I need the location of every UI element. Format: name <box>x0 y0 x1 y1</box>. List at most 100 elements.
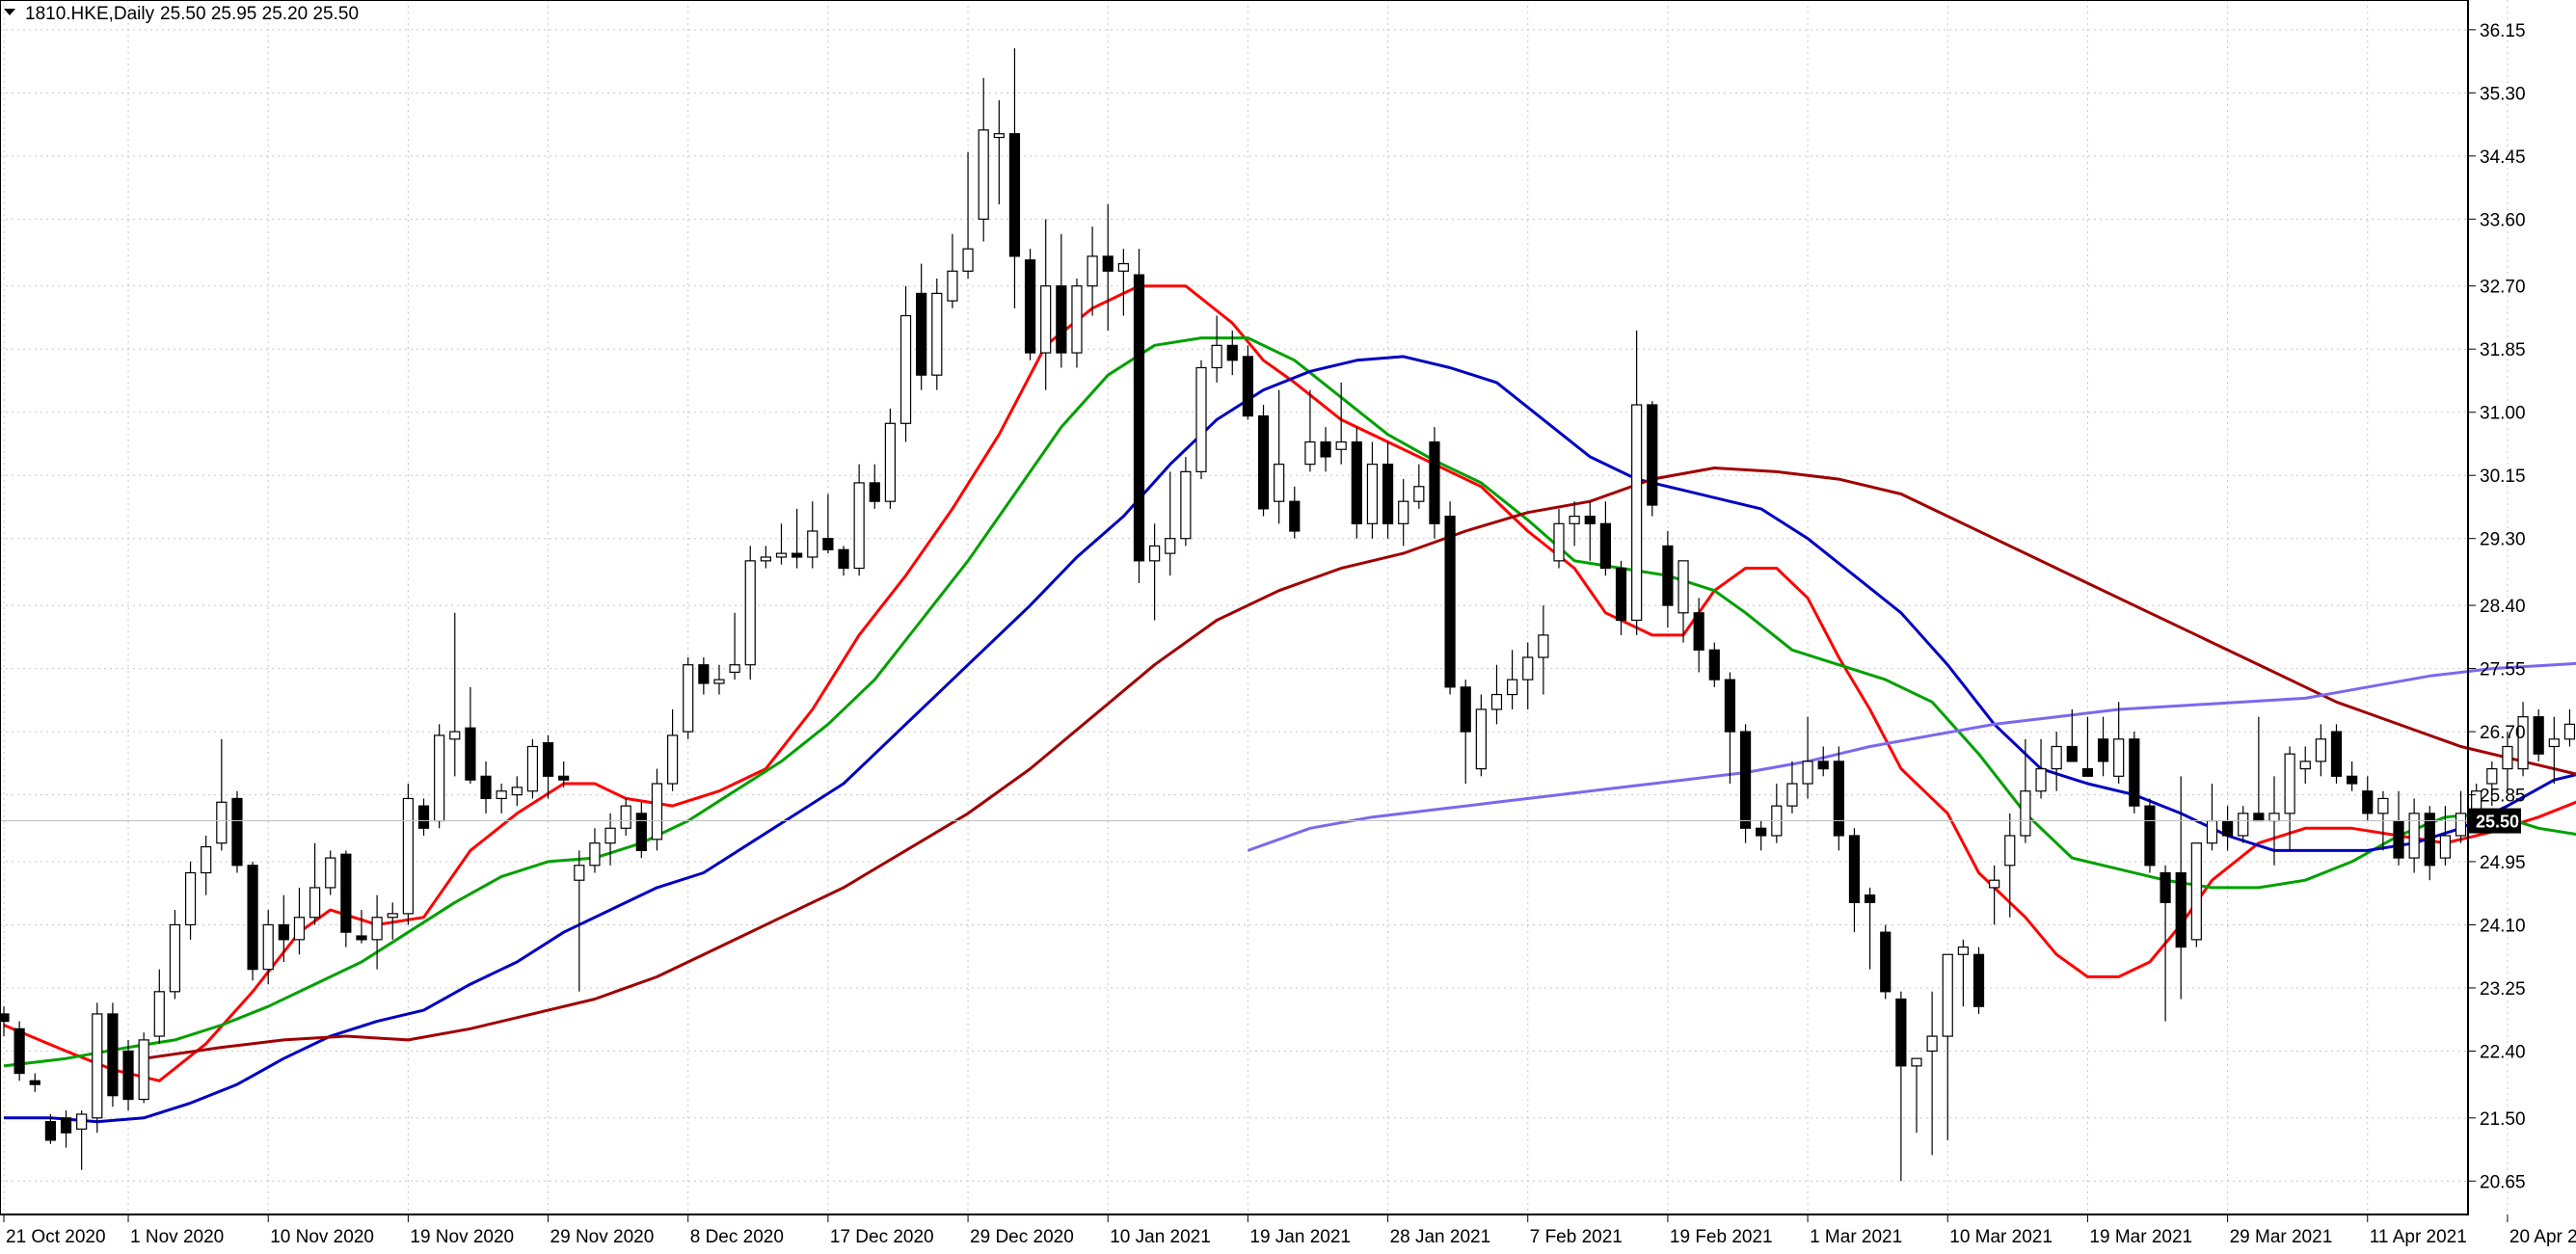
candle[interactable] <box>683 657 694 739</box>
collapse-triangle-icon[interactable] <box>4 9 15 15</box>
candle[interactable] <box>1056 233 1067 368</box>
candle[interactable] <box>1599 501 1611 576</box>
candle[interactable] <box>184 861 197 940</box>
candle[interactable] <box>1693 598 1704 673</box>
candle[interactable] <box>2020 738 2031 843</box>
candle[interactable] <box>2330 724 2343 785</box>
candle[interactable] <box>993 100 1005 204</box>
candle[interactable] <box>2035 738 2047 799</box>
candle[interactable] <box>2284 746 2295 851</box>
candle[interactable] <box>417 798 430 836</box>
candle[interactable] <box>138 1032 149 1104</box>
candle[interactable] <box>1398 479 1409 547</box>
candle[interactable] <box>2051 732 2062 791</box>
candle[interactable] <box>309 842 321 925</box>
candle[interactable] <box>1911 1057 1922 1134</box>
candle[interactable] <box>60 1110 72 1148</box>
candle[interactable] <box>169 910 181 1000</box>
candle[interactable] <box>13 1021 25 1081</box>
candle[interactable] <box>247 861 258 981</box>
candle[interactable] <box>2517 702 2529 777</box>
candle[interactable] <box>449 612 461 777</box>
candle[interactable] <box>29 1073 40 1092</box>
candle[interactable] <box>1553 508 1565 569</box>
candle[interactable] <box>1040 219 1052 390</box>
candle[interactable] <box>869 464 880 509</box>
candle[interactable] <box>1133 249 1145 583</box>
candle[interactable] <box>2548 716 2560 785</box>
candle[interactable] <box>325 850 336 895</box>
candle[interactable] <box>1257 405 1270 517</box>
candle[interactable] <box>1460 680 1471 785</box>
candle[interactable] <box>1647 401 1658 517</box>
candle[interactable] <box>1289 486 1301 539</box>
candle[interactable] <box>511 776 523 807</box>
candle[interactable] <box>201 835 212 895</box>
candle[interactable] <box>884 408 897 509</box>
candle[interactable] <box>465 686 476 785</box>
candle[interactable] <box>340 850 352 947</box>
candle[interactable] <box>1817 746 1829 777</box>
candle[interactable] <box>822 494 834 554</box>
candle[interactable] <box>542 734 554 799</box>
candle[interactable] <box>2408 798 2420 873</box>
candle[interactable] <box>293 887 306 955</box>
candle[interactable] <box>0 1006 10 1037</box>
candle[interactable] <box>620 798 631 836</box>
candle[interactable] <box>402 784 414 925</box>
candle[interactable] <box>807 501 818 569</box>
candle[interactable] <box>1662 531 1674 628</box>
candle[interactable] <box>1802 716 1813 799</box>
candle[interactable] <box>1226 330 1238 376</box>
candle[interactable] <box>574 850 585 992</box>
candle[interactable] <box>278 894 289 962</box>
candle[interactable] <box>2439 806 2452 866</box>
candle[interactable] <box>1708 642 1720 687</box>
candle[interactable] <box>1926 991 1938 1156</box>
candle[interactable] <box>1165 471 1176 576</box>
candle[interactable] <box>838 546 849 576</box>
candle[interactable] <box>2004 813 2016 918</box>
candle[interactable] <box>1413 464 1425 509</box>
candle[interactable] <box>1569 501 1580 547</box>
candle[interactable] <box>2113 702 2125 785</box>
candle[interactable] <box>760 546 771 569</box>
candle[interactable] <box>978 77 989 242</box>
candle[interactable] <box>2502 732 2513 791</box>
candle[interactable] <box>1615 560 1627 635</box>
candle[interactable] <box>899 285 912 442</box>
candle[interactable] <box>2533 708 2544 761</box>
candle[interactable] <box>1786 760 1798 814</box>
candle[interactable] <box>2455 790 2467 843</box>
candle[interactable] <box>216 738 228 851</box>
candle[interactable] <box>775 523 788 565</box>
candle[interactable] <box>947 233 958 308</box>
candle[interactable] <box>1320 427 1331 472</box>
candle[interactable] <box>2315 724 2326 777</box>
candle[interactable] <box>1087 227 1098 316</box>
candle[interactable] <box>1677 560 1689 643</box>
candle[interactable] <box>2081 716 2094 777</box>
candle[interactable] <box>1180 456 1192 547</box>
candle[interactable] <box>1366 441 1379 539</box>
candle[interactable] <box>1972 947 1985 1014</box>
candle[interactable] <box>1631 330 1643 635</box>
candle[interactable] <box>2486 760 2498 807</box>
candle[interactable] <box>1149 523 1161 621</box>
candle[interactable] <box>1724 672 1736 785</box>
candle[interactable] <box>1756 820 1767 851</box>
candle[interactable] <box>1335 382 1347 465</box>
candle[interactable] <box>792 508 803 569</box>
candle[interactable] <box>916 263 927 390</box>
candle[interactable] <box>92 1002 103 1134</box>
candle[interactable] <box>1880 924 1892 1000</box>
candle[interactable] <box>2563 708 2576 747</box>
candle[interactable] <box>1429 427 1440 539</box>
candle[interactable] <box>1957 939 1969 1007</box>
candle[interactable] <box>931 278 943 390</box>
candle[interactable] <box>1444 501 1456 695</box>
candle[interactable] <box>558 760 570 787</box>
candle[interactable] <box>1102 203 1114 331</box>
